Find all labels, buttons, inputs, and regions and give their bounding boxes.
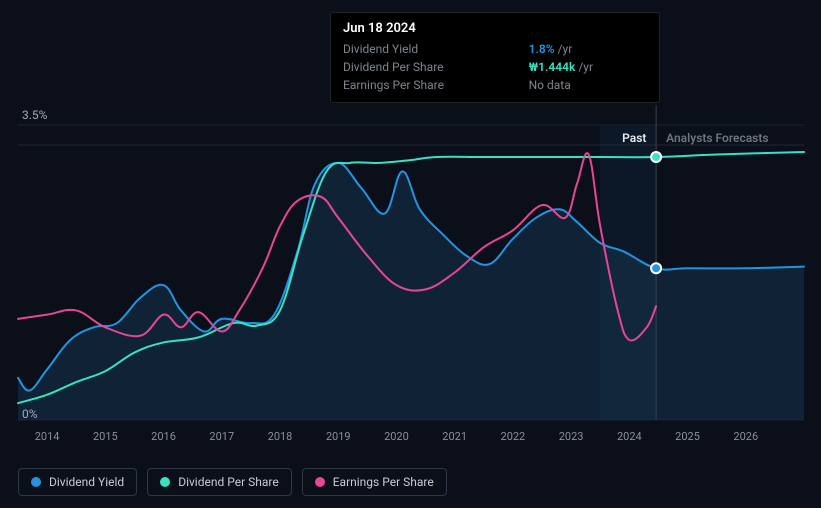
x-tick: 2014 — [35, 430, 60, 443]
x-tick: 2023 — [559, 430, 584, 443]
tooltip-row-label: Earnings Per Share — [343, 76, 529, 94]
tooltip-row-value: No data — [529, 76, 647, 94]
legend-item-earnings-per-share[interactable]: Earnings Per Share — [302, 468, 447, 496]
y-axis-min-label: 0% — [22, 407, 38, 421]
legend-item-dividend-yield[interactable]: Dividend Yield — [18, 468, 137, 496]
legend-label: Dividend Yield — [49, 475, 124, 489]
tooltip-row: Dividend Yield1.8% /yr — [343, 40, 647, 58]
x-tick: 2026 — [733, 430, 758, 443]
legend-dot-icon — [31, 477, 41, 487]
chart-tooltip: Jun 18 2024 Dividend Yield1.8% /yrDivide… — [330, 12, 660, 103]
tooltip-row-label: Dividend Per Share — [343, 58, 529, 76]
x-tick: 2020 — [384, 430, 409, 443]
section-label-past: Past — [622, 131, 646, 145]
tooltip-date: Jun 18 2024 — [343, 21, 647, 36]
tooltip-row-label: Dividend Yield — [343, 40, 529, 58]
x-tick: 2019 — [326, 430, 351, 443]
section-label-forecast: Analysts Forecasts — [666, 131, 768, 145]
legend-dot-icon — [315, 477, 325, 487]
legend-label: Dividend Per Share — [178, 475, 279, 489]
x-tick: 2018 — [268, 430, 293, 443]
x-tick: 2024 — [617, 430, 642, 443]
tooltip-row: Earnings Per ShareNo data — [343, 76, 647, 94]
legend-label: Earnings Per Share — [333, 475, 434, 489]
tooltip-row-value: 1.8% /yr — [529, 40, 647, 58]
x-tick: 2016 — [151, 430, 176, 443]
x-tick: 2025 — [675, 430, 700, 443]
tooltip-table: Dividend Yield1.8% /yrDividend Per Share… — [343, 40, 647, 94]
tooltip-row: Dividend Per Share₩1.444k /yr — [343, 58, 647, 76]
y-axis-max-label: 3.5% — [22, 108, 47, 122]
tooltip-row-value: ₩1.444k /yr — [529, 58, 647, 76]
x-tick: 2015 — [93, 430, 118, 443]
legend-item-dividend-per-share[interactable]: Dividend Per Share — [147, 468, 292, 496]
x-tick: 2021 — [442, 430, 467, 443]
x-tick: 2017 — [209, 430, 234, 443]
legend-dot-icon — [160, 477, 170, 487]
chart-legend: Dividend Yield Dividend Per Share Earnings… — [18, 468, 447, 496]
x-tick: 2022 — [501, 430, 526, 443]
chart-container: 3.5% 0% Past Analysts Forecasts 2014 2015… — [0, 0, 821, 508]
